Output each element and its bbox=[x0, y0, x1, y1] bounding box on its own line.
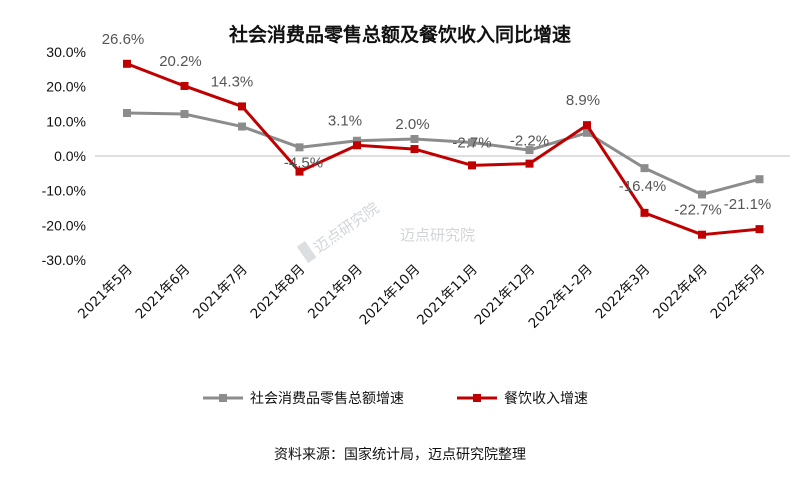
data-label: 14.3% bbox=[211, 73, 254, 90]
data-point bbox=[295, 167, 304, 176]
data-labels: 26.6% 20.2% 14.3% -4.5% 3.1% 2.0% -2.7% -2.2% 8.… bbox=[102, 31, 772, 219]
x-tick-label: 2021年8月 bbox=[248, 262, 309, 323]
data-point bbox=[410, 145, 419, 154]
data-label: 8.9% bbox=[566, 92, 600, 109]
series-retail bbox=[123, 109, 764, 199]
series-line bbox=[126, 62, 760, 237]
data-point bbox=[755, 175, 764, 184]
data-point bbox=[640, 208, 649, 217]
data-label: -21.1% bbox=[724, 196, 772, 213]
data-point bbox=[468, 138, 476, 147]
series-layer bbox=[123, 59, 764, 239]
data-point bbox=[353, 141, 361, 150]
legend-item-catering: 餐饮收入增速 bbox=[457, 391, 588, 407]
data-point bbox=[698, 230, 706, 239]
data-label: 3.1% bbox=[328, 112, 362, 129]
legend: 社会消费品零售总额增速 餐饮收入增速 bbox=[203, 391, 588, 407]
data-label: -2.7% bbox=[452, 134, 491, 151]
y-tick-label: -20.0% bbox=[42, 217, 86, 233]
legend-marker bbox=[473, 394, 481, 402]
source-note: 资料来源：国家统计局，迈点研究院整理 bbox=[274, 446, 526, 463]
legend-marker bbox=[219, 394, 227, 402]
series-catering bbox=[123, 59, 764, 239]
data-label: -4.5% bbox=[284, 155, 323, 172]
data-point bbox=[755, 225, 764, 234]
data-point bbox=[238, 122, 246, 131]
data-point bbox=[353, 136, 361, 145]
x-tick-label: 2022年4月 bbox=[650, 262, 711, 323]
legend-label-retail: 社会消费品零售总额增速 bbox=[250, 391, 404, 407]
data-point bbox=[525, 146, 534, 155]
data-point bbox=[238, 102, 246, 111]
x-tick-label: 2022年5月 bbox=[708, 262, 769, 323]
data-point bbox=[525, 159, 534, 168]
y-tick-label: 30.0% bbox=[46, 44, 86, 60]
data-label: -2.2% bbox=[510, 133, 549, 150]
data-point bbox=[180, 110, 189, 119]
legend-label-catering: 餐饮收入增速 bbox=[504, 391, 588, 407]
data-point bbox=[410, 135, 419, 144]
watermark-logo: 迈点研究院 bbox=[296, 199, 383, 264]
y-tick-label: 20.0% bbox=[46, 79, 86, 95]
y-tick-label: 10.0% bbox=[46, 113, 86, 129]
data-label: -22.7% bbox=[674, 202, 722, 219]
data-point bbox=[295, 143, 304, 152]
y-tick-label: -10.0% bbox=[42, 183, 86, 199]
y-axis: 30.0% 20.0% 10.0% 0.0% -10.0% -20.0% -30.0% bbox=[42, 44, 86, 268]
data-point bbox=[180, 81, 189, 90]
data-point bbox=[468, 161, 476, 170]
x-tick-label: 2021年11月 bbox=[414, 262, 481, 329]
data-label: 20.2% bbox=[159, 53, 202, 70]
series-line bbox=[126, 111, 760, 196]
watermark-text: 迈点研究院 bbox=[400, 226, 475, 244]
y-tick-label: 0.0% bbox=[54, 148, 86, 164]
data-point bbox=[640, 164, 649, 173]
data-point bbox=[123, 109, 131, 118]
data-point bbox=[583, 128, 591, 137]
data-label: -16.4% bbox=[619, 178, 667, 195]
legend-item-retail: 社会消费品零售总额增速 bbox=[203, 391, 404, 407]
chart-title: 社会消费品零售总额及餐饮收入同比增速 bbox=[228, 23, 571, 46]
data-point bbox=[698, 190, 706, 199]
x-tick-label: 2021年7月 bbox=[190, 262, 251, 323]
data-point bbox=[583, 121, 591, 130]
data-label: 2.0% bbox=[395, 116, 429, 133]
x-tick-label: 2021年6月 bbox=[133, 262, 194, 323]
data-label: 26.6% bbox=[102, 31, 145, 48]
watermark-small-text: 迈点研究院 bbox=[311, 199, 383, 257]
x-tick-label: 2021年9月 bbox=[305, 262, 366, 323]
x-tick-label: 2021年10月 bbox=[356, 262, 423, 329]
y-tick-label: -30.0% bbox=[42, 252, 86, 268]
x-tick-label: 2021年5月 bbox=[75, 262, 136, 323]
data-point bbox=[123, 59, 131, 68]
x-tick-label: 2022年3月 bbox=[593, 262, 654, 323]
watermark: 迈点研究院 迈点研究院 bbox=[296, 199, 475, 264]
